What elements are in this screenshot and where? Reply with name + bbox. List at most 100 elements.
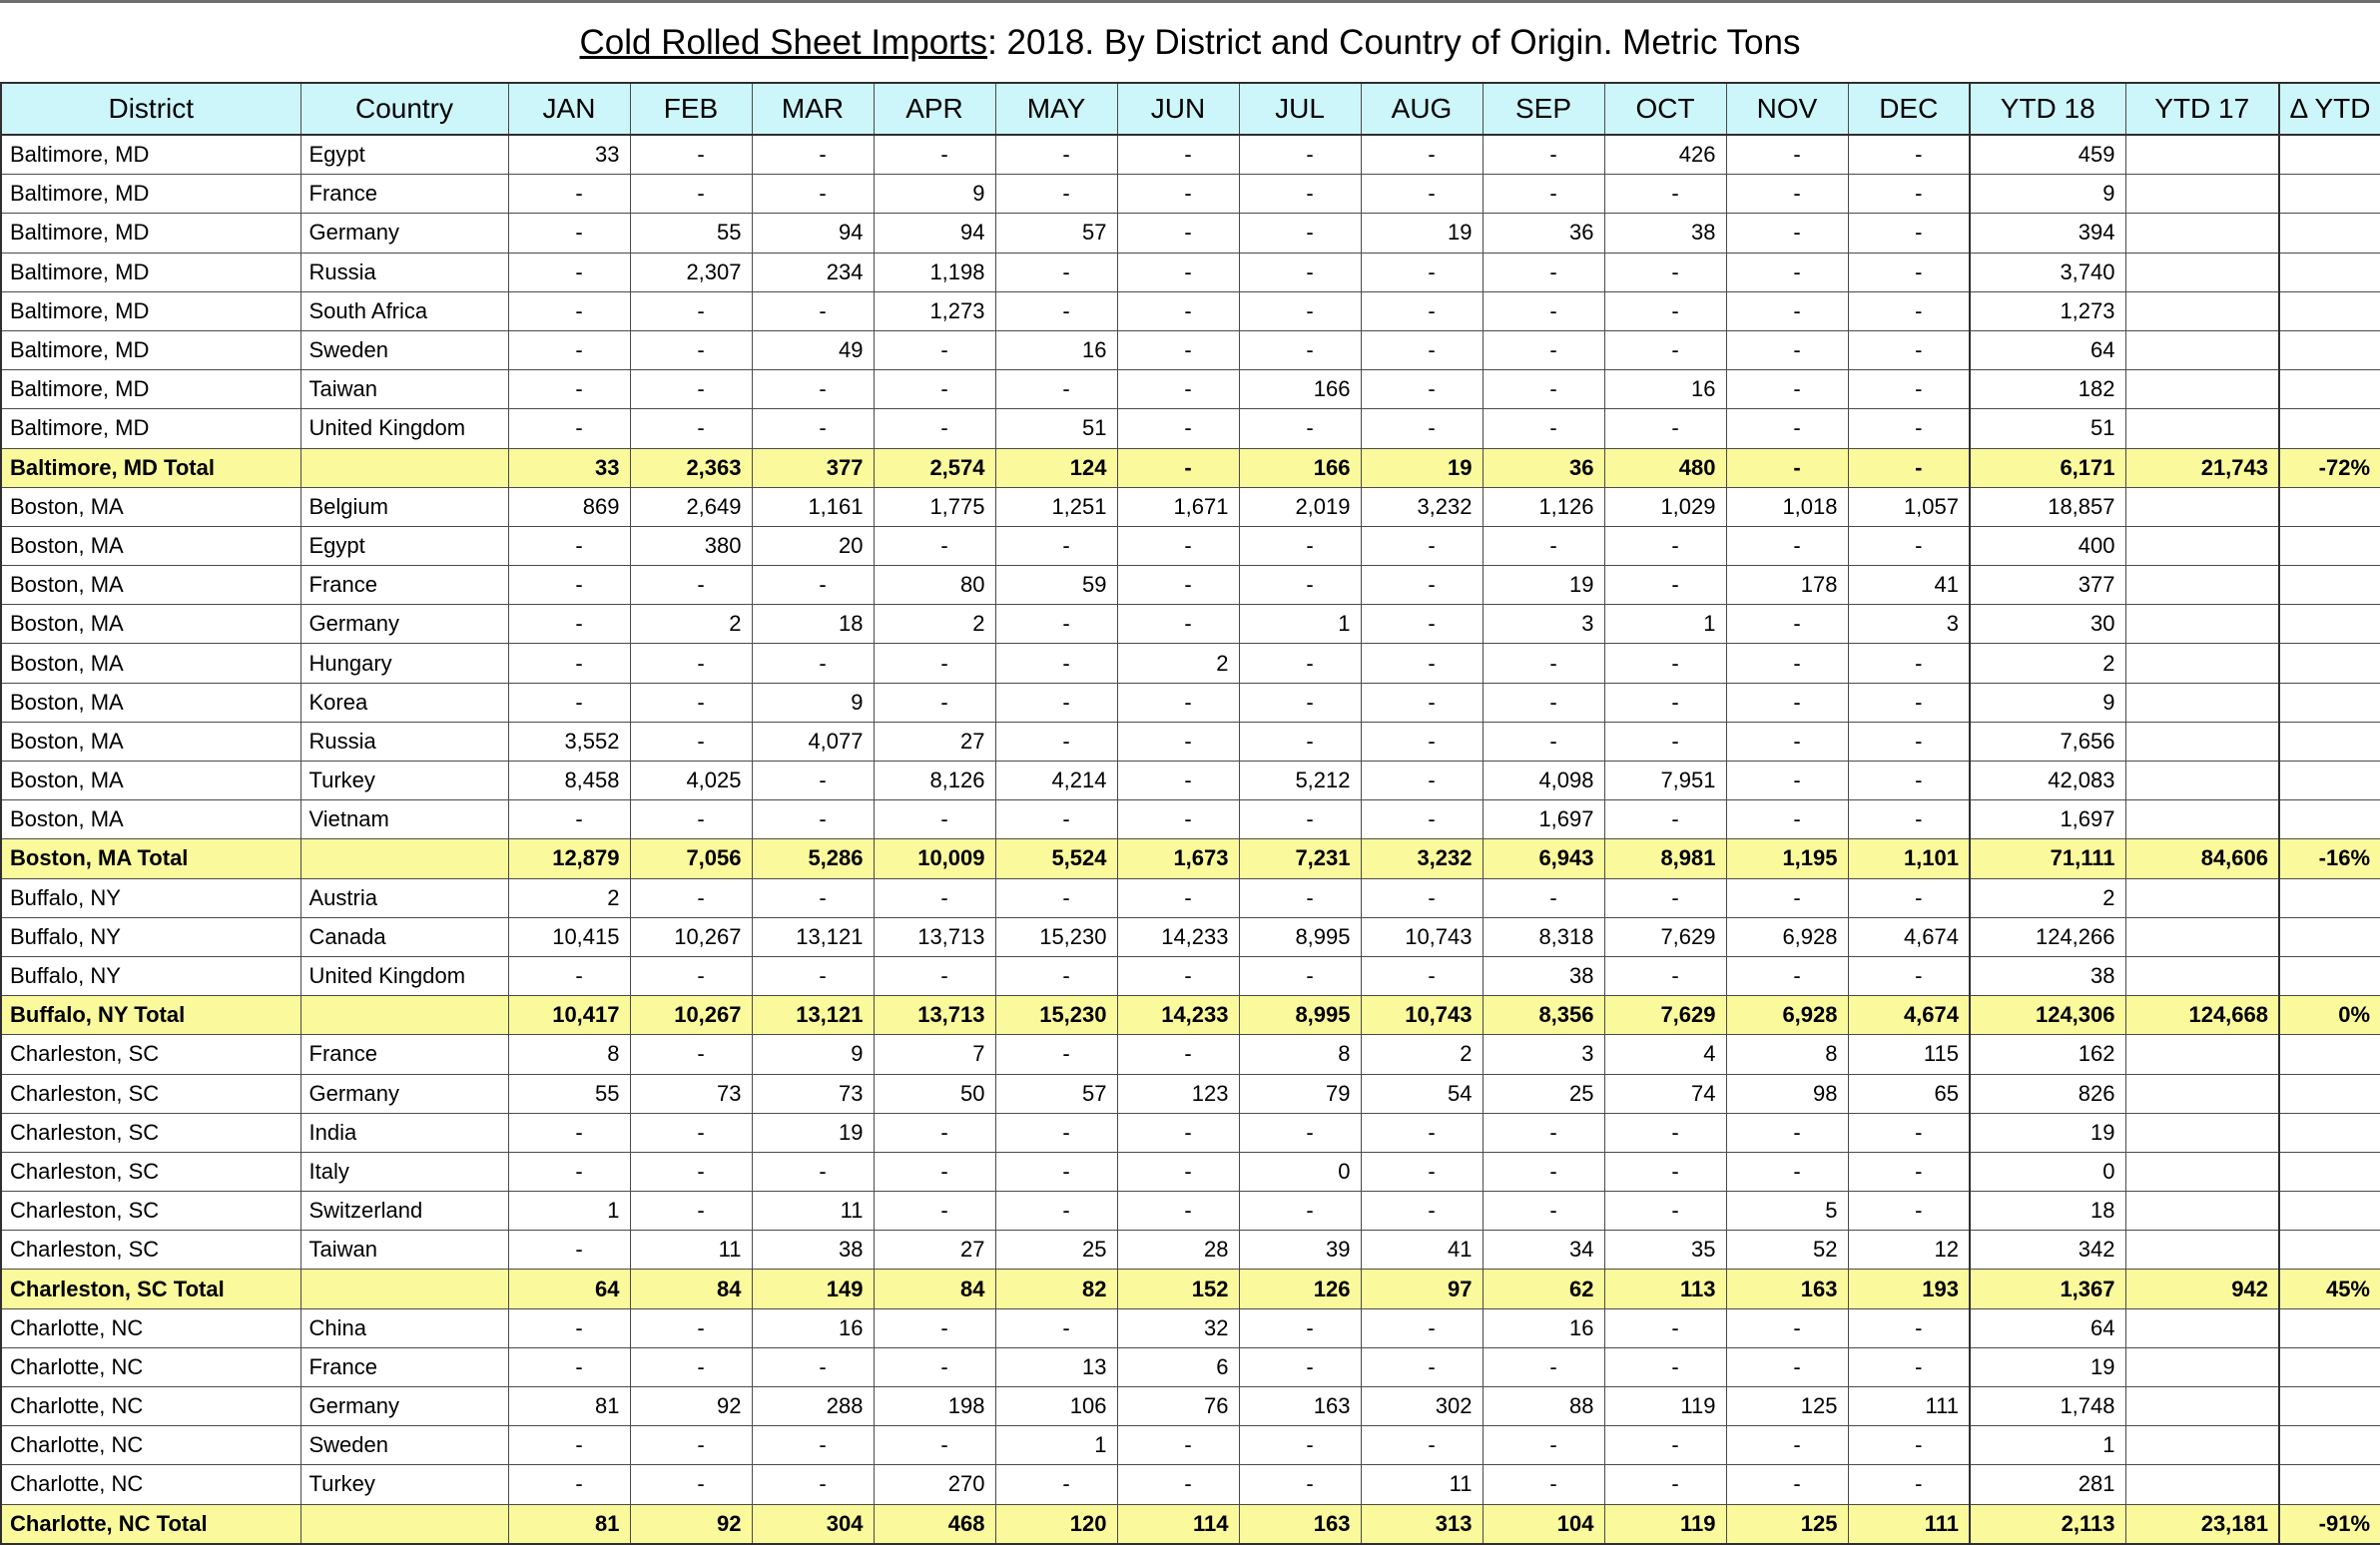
cell-country: Belgium <box>299 486 509 527</box>
cell-oct: - <box>1603 290 1727 331</box>
cell-mar: - <box>751 134 875 176</box>
cell-mar: 94 <box>751 213 875 254</box>
cell-country: Vietnam <box>299 799 509 840</box>
cell-jun: - <box>1116 1425 1240 1466</box>
cell-may: - <box>994 955 1118 997</box>
cell-aug: - <box>1360 643 1484 684</box>
cell-total-label: Charlotte, NC Total <box>0 1503 301 1545</box>
cell-feb: - <box>629 877 753 918</box>
cell-mar: - <box>751 408 875 449</box>
cell-country: Switzerland <box>299 1191 509 1232</box>
cell-delta-ytd <box>2278 1191 2380 1232</box>
cell-total-dec: 1,101 <box>1847 838 1971 879</box>
cell-jun: - <box>1116 134 1240 176</box>
cell-jan: 1 <box>507 1191 631 1232</box>
cell-ytd-18: 826 <box>1969 1073 2126 1114</box>
cell-ytd-17 <box>2124 1307 2280 1348</box>
cell-country: India <box>299 1112 509 1153</box>
cell-total-jan: 10,417 <box>507 995 631 1036</box>
cell-dec: 111 <box>1847 1385 1971 1427</box>
cell-ytd-18: 1,748 <box>1969 1385 2126 1427</box>
cell-jan: - <box>507 525 631 567</box>
cell-ytd-18: 18 <box>1969 1191 2126 1232</box>
cell-may: 57 <box>994 213 1118 254</box>
cell-may: 1,251 <box>994 486 1118 527</box>
cell-ytd-17 <box>2124 604 2280 645</box>
cell-jan: 3,552 <box>507 721 631 763</box>
cell-total-jun: 152 <box>1116 1269 1240 1309</box>
cell-apr: 80 <box>873 565 996 606</box>
cell-ytd-18: 342 <box>1969 1230 2126 1271</box>
cell-total-sep: 8,356 <box>1482 995 1605 1036</box>
table-row: Boston, MA Russia 3,552-4,077 27- - - - - - - -7,6… <box>0 721 2380 763</box>
cell-nov: - <box>1725 604 1849 645</box>
cell-aug: - <box>1360 1307 1484 1348</box>
cell-apr: 2 <box>873 604 996 645</box>
cell-apr: 8,126 <box>873 760 996 801</box>
cell-ytd-18: 2 <box>1969 643 2126 684</box>
cell-apr: 1,775 <box>873 486 996 527</box>
cell-country: Korea <box>299 682 509 723</box>
cell-dec: - <box>1847 1346 1971 1388</box>
cell-total-label: Boston, MA Total <box>0 838 301 879</box>
cell-total-ytd-17: 84,606 <box>2124 838 2280 879</box>
cell-total-nov: - <box>1725 447 1849 488</box>
cell-jul: 1 <box>1238 604 1362 645</box>
cell-delta-ytd <box>2278 1425 2380 1466</box>
imports-table: District Country JAN FEB MAR APR MAY JUN JUL AUG S… <box>0 82 2380 1545</box>
cell-nov: 52 <box>1725 1230 1849 1271</box>
cell-dec: - <box>1847 174 1971 215</box>
cell-district: Charlotte, NC <box>0 1346 301 1388</box>
cell-aug: - <box>1360 252 1484 292</box>
cell-district: Boston, MA <box>0 604 301 645</box>
cell-jun: - <box>1116 1151 1240 1193</box>
cell-ytd-18: 18,857 <box>1969 486 2126 527</box>
cell-total-oct: 113 <box>1603 1269 1727 1309</box>
cell-delta-ytd <box>2278 1034 2380 1075</box>
cell-jul: 0 <box>1238 1151 1362 1193</box>
cell-may: - <box>994 525 1118 567</box>
cell-delta-ytd <box>2278 1230 2380 1271</box>
cell-oct: - <box>1603 643 1727 684</box>
cell-jul: - <box>1238 682 1362 723</box>
cell-jun: - <box>1116 369 1240 410</box>
cell-total-jan: 12,879 <box>507 838 631 879</box>
cell-jul: - <box>1238 252 1362 292</box>
cell-apr: 27 <box>873 1230 996 1271</box>
cell-jul: - <box>1238 174 1362 215</box>
cell-nov: - <box>1725 1307 1849 1348</box>
cell-total-ytd-18: 6,171 <box>1969 447 2126 488</box>
cell-mar: - <box>751 1464 875 1505</box>
cell-ytd-18: 124,266 <box>1969 916 2126 957</box>
cell-aug: - <box>1360 174 1484 215</box>
cell-total-oct: 7,629 <box>1603 995 1727 1036</box>
cell-jun: - <box>1116 565 1240 606</box>
cell-ytd-17 <box>2124 134 2280 176</box>
column-header-jun: JUN <box>1116 82 1240 136</box>
cell-jan: 55 <box>507 1073 631 1114</box>
cell-feb: - <box>629 329 753 371</box>
total-row: Buffalo, NY Total 10,417 10,267 13,121 13,71… <box>0 995 2380 1036</box>
cell-total-oct: 8,981 <box>1603 838 1727 879</box>
cell-dec: - <box>1847 369 1971 410</box>
table-row: Boston, MA Germany -2 18 2- -1-3 1-3 30 <box>0 604 2380 645</box>
cell-delta-ytd <box>2278 290 2380 331</box>
cell-apr: - <box>873 525 996 567</box>
cell-may: - <box>994 1191 1118 1232</box>
column-header-ytd: Δ YTD <box>2278 82 2380 136</box>
total-row: Baltimore, MD Total 33 2,363 377 2,574 124-16… <box>0 447 2380 488</box>
cell-aug: 41 <box>1360 1230 1484 1271</box>
cell-district: Baltimore, MD <box>0 290 301 331</box>
cell-nov: 8 <box>1725 1034 1849 1075</box>
cell-district: Baltimore, MD <box>0 252 301 292</box>
cell-ytd-17 <box>2124 721 2280 763</box>
cell-sep: - <box>1482 134 1605 176</box>
cell-nov: - <box>1725 799 1849 840</box>
table-row: Charlotte, NC Turkey - - -270- - -11- - - -281 <box>0 1464 2380 1505</box>
cell-jan: - <box>507 565 631 606</box>
cell-jul: - <box>1238 525 1362 567</box>
cell-total-mar: 304 <box>751 1503 875 1545</box>
cell-total-label: Buffalo, NY Total <box>0 995 301 1036</box>
cell-total-may: 124 <box>994 447 1118 488</box>
cell-sep: 34 <box>1482 1230 1605 1271</box>
